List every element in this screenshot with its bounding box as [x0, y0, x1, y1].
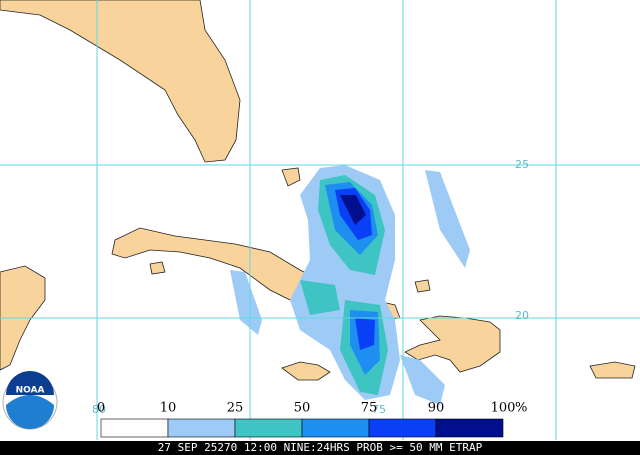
lat-label: 25 [515, 158, 529, 171]
noaa-logo: NOAA [2, 371, 58, 430]
legend-swatch [301, 418, 370, 438]
legend-swatch [167, 418, 236, 438]
logo-text: NOAA [16, 386, 45, 396]
legend-label: 50 [294, 401, 311, 416]
legend-swatch [368, 418, 437, 438]
graticule [0, 0, 640, 440]
footer-text: 27 SEP 25270 12:00 NINE:24HRS PROB >= 50… [158, 441, 483, 454]
legend-label: 100 [491, 401, 516, 416]
footer-bar [0, 441, 640, 455]
lat-label: 20 [515, 309, 529, 322]
legend-label: 10 [160, 401, 177, 416]
legend-label: 75 [361, 401, 378, 416]
lon-label: 75 [372, 403, 386, 416]
legend-swatch [435, 418, 504, 438]
legend-label: 90 [428, 401, 445, 416]
lon-label: 80 [92, 403, 106, 416]
legend: 0 10 25 50 75 90 100% [97, 401, 527, 438]
legend-unit: % [515, 401, 527, 416]
legend-label: 25 [227, 401, 244, 416]
legend-label: 0 [97, 401, 105, 416]
precip [230, 165, 470, 405]
legend-swatch [100, 418, 169, 438]
legend-swatch [234, 418, 303, 438]
